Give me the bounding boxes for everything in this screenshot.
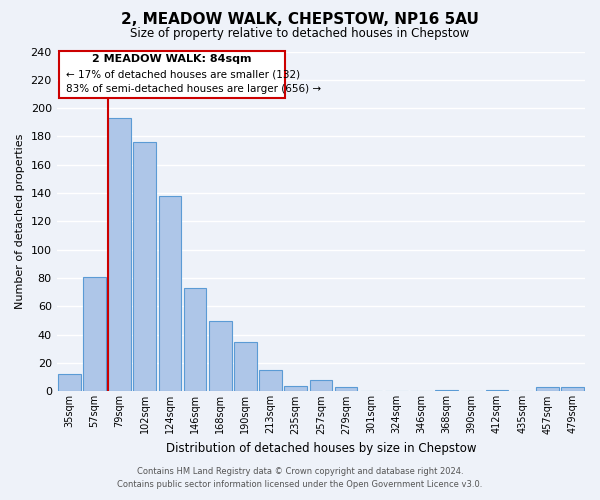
- Text: 2, MEADOW WALK, CHEPSTOW, NP16 5AU: 2, MEADOW WALK, CHEPSTOW, NP16 5AU: [121, 12, 479, 28]
- X-axis label: Distribution of detached houses by size in Chepstow: Distribution of detached houses by size …: [166, 442, 476, 455]
- Bar: [133, 142, 156, 392]
- Text: 2 MEADOW WALK: 84sqm: 2 MEADOW WALK: 84sqm: [92, 54, 251, 64]
- Y-axis label: Number of detached properties: Number of detached properties: [15, 134, 25, 309]
- Bar: [209, 320, 232, 392]
- Text: Size of property relative to detached houses in Chepstow: Size of property relative to detached ho…: [130, 28, 470, 40]
- Bar: [485, 390, 508, 392]
- Bar: [83, 276, 106, 392]
- Bar: [310, 380, 332, 392]
- Bar: [59, 52, 285, 98]
- Bar: [184, 288, 206, 392]
- Bar: [436, 390, 458, 392]
- Text: ← 17% of detached houses are smaller (132): ← 17% of detached houses are smaller (13…: [66, 70, 301, 80]
- Bar: [234, 342, 257, 392]
- Bar: [284, 386, 307, 392]
- Bar: [335, 387, 358, 392]
- Bar: [158, 196, 181, 392]
- Bar: [58, 374, 80, 392]
- Bar: [108, 118, 131, 392]
- Bar: [259, 370, 282, 392]
- Bar: [561, 387, 584, 392]
- Bar: [536, 387, 559, 392]
- Text: Contains HM Land Registry data © Crown copyright and database right 2024.
Contai: Contains HM Land Registry data © Crown c…: [118, 468, 482, 489]
- Text: 83% of semi-detached houses are larger (656) →: 83% of semi-detached houses are larger (…: [66, 84, 322, 94]
